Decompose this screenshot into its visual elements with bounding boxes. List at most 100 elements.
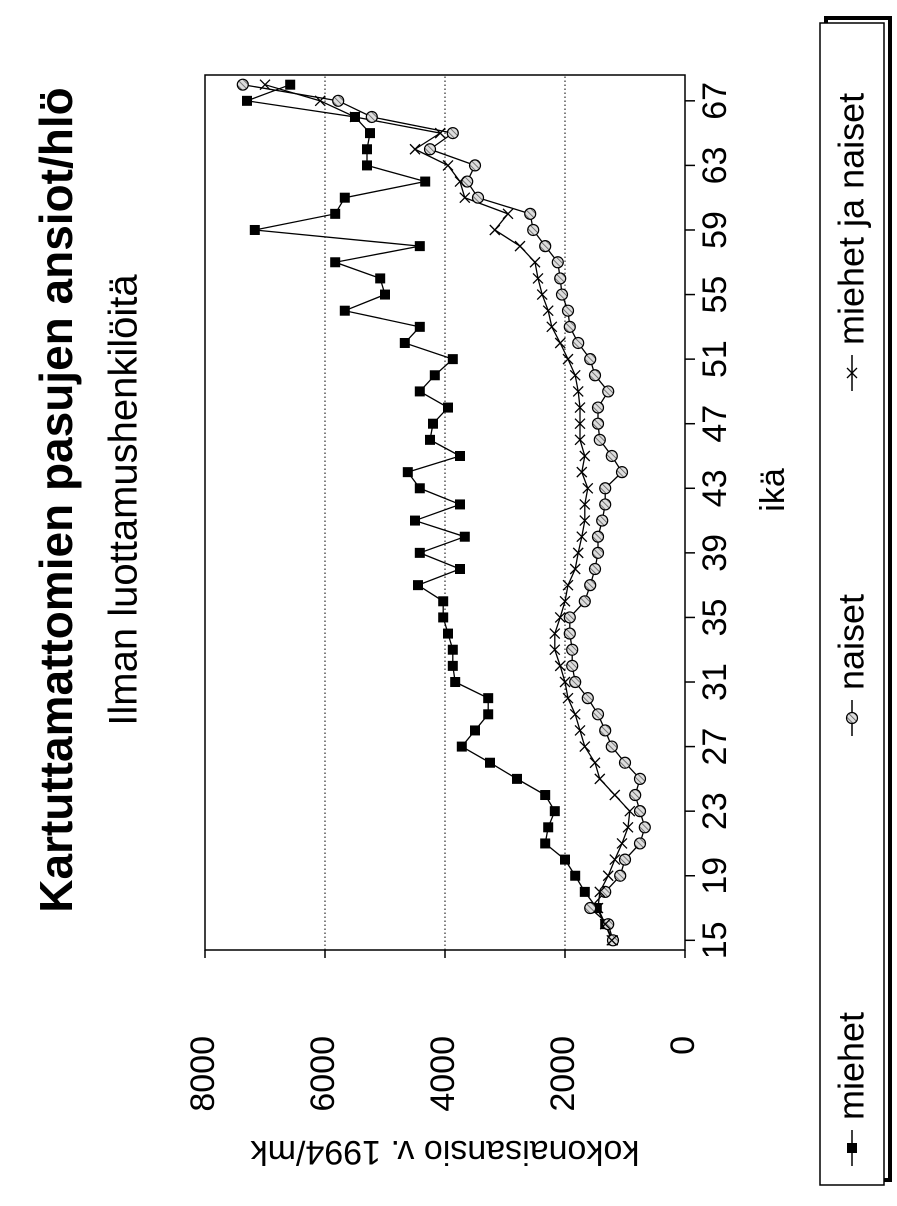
point bbox=[584, 353, 597, 366]
point bbox=[596, 514, 609, 527]
point bbox=[459, 531, 470, 542]
point bbox=[576, 531, 588, 543]
point bbox=[380, 289, 390, 300]
point bbox=[593, 433, 606, 446]
point bbox=[562, 692, 574, 704]
point bbox=[569, 563, 581, 575]
y-tick-label: 2000 bbox=[544, 1036, 582, 1112]
point bbox=[542, 305, 554, 317]
x-tick-label: 35 bbox=[696, 599, 734, 637]
point bbox=[455, 499, 465, 510]
point bbox=[599, 498, 612, 511]
point bbox=[633, 837, 647, 850]
x-tick-label: 47 bbox=[696, 405, 734, 443]
legend-label: miehet ja naiset bbox=[831, 93, 872, 345]
point bbox=[485, 757, 495, 768]
point bbox=[581, 692, 594, 705]
point bbox=[572, 336, 585, 350]
rotated-chart: Kartuttamattomien pasujen ansiot/hlö Ilm… bbox=[30, 16, 892, 1186]
point bbox=[420, 176, 431, 187]
point bbox=[572, 385, 584, 397]
point bbox=[618, 853, 632, 866]
point bbox=[574, 402, 586, 414]
point bbox=[576, 466, 588, 478]
point bbox=[242, 95, 252, 106]
point bbox=[249, 224, 260, 235]
point bbox=[560, 854, 570, 865]
point bbox=[446, 127, 459, 140]
x-tick-label: 15 bbox=[696, 921, 734, 959]
point bbox=[588, 562, 602, 576]
point bbox=[470, 725, 480, 736]
point bbox=[447, 354, 458, 365]
point bbox=[483, 709, 494, 720]
point bbox=[330, 208, 341, 219]
point bbox=[555, 288, 569, 301]
point bbox=[605, 449, 618, 463]
point bbox=[570, 870, 581, 881]
point bbox=[579, 886, 590, 897]
point bbox=[615, 466, 629, 479]
point bbox=[413, 580, 423, 591]
point bbox=[536, 289, 548, 301]
point bbox=[402, 467, 413, 478]
x-tick-label: 63 bbox=[696, 146, 734, 184]
point bbox=[594, 773, 606, 785]
point bbox=[425, 434, 435, 445]
point bbox=[605, 740, 618, 753]
point bbox=[563, 320, 576, 333]
point bbox=[591, 401, 605, 414]
legend-box bbox=[819, 22, 885, 1186]
point bbox=[594, 886, 606, 898]
point bbox=[591, 530, 605, 543]
point bbox=[447, 644, 458, 655]
point bbox=[579, 515, 591, 527]
point bbox=[566, 643, 579, 656]
point bbox=[578, 595, 591, 608]
point bbox=[455, 450, 465, 461]
point bbox=[434, 127, 446, 139]
point bbox=[616, 837, 628, 849]
point bbox=[566, 659, 579, 672]
point bbox=[236, 78, 249, 91]
point bbox=[562, 579, 574, 591]
point bbox=[375, 273, 386, 284]
point bbox=[410, 515, 420, 526]
point bbox=[532, 272, 544, 284]
point bbox=[618, 756, 632, 769]
point bbox=[629, 788, 642, 802]
point bbox=[549, 806, 560, 817]
point bbox=[584, 579, 597, 592]
point bbox=[606, 934, 620, 947]
point bbox=[512, 773, 522, 784]
x-tick-label: 27 bbox=[696, 728, 734, 766]
legend-label: naiset bbox=[831, 594, 872, 690]
point bbox=[579, 741, 591, 753]
point bbox=[633, 772, 647, 785]
point bbox=[609, 789, 621, 801]
x-tick-label: 19 bbox=[696, 857, 734, 895]
point bbox=[622, 821, 634, 833]
point bbox=[551, 256, 564, 269]
point bbox=[546, 321, 558, 333]
point bbox=[429, 370, 440, 381]
legend-marker bbox=[846, 367, 858, 379]
x-tick-label: 31 bbox=[696, 663, 734, 701]
point bbox=[579, 450, 591, 462]
point bbox=[602, 385, 615, 398]
point bbox=[414, 241, 425, 252]
point bbox=[489, 224, 501, 236]
point bbox=[362, 160, 372, 171]
point bbox=[339, 192, 350, 203]
chart-subtitle: Ilman luottamushenkilöitä bbox=[102, 274, 146, 726]
point bbox=[599, 918, 611, 930]
point bbox=[592, 902, 604, 914]
y-tick-label: 8000 bbox=[184, 1036, 222, 1112]
y-tick-label: 0 bbox=[664, 1036, 702, 1055]
point bbox=[455, 564, 465, 575]
point bbox=[591, 546, 605, 559]
point bbox=[365, 110, 378, 124]
point bbox=[330, 257, 341, 268]
point bbox=[450, 677, 461, 688]
